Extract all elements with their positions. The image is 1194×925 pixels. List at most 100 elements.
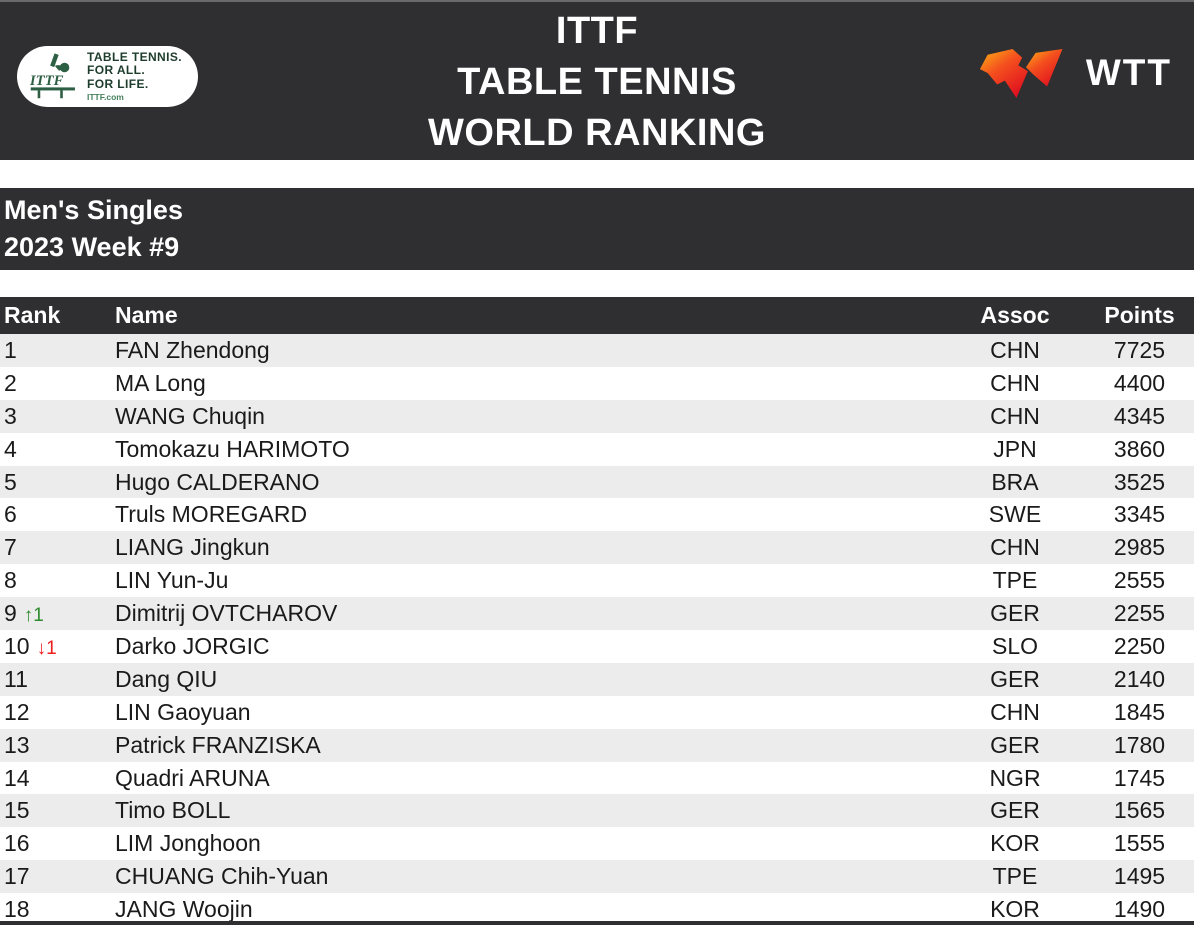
association-code: BRA (991, 468, 1039, 495)
association-code: CHN (990, 369, 1040, 396)
points-value: 1495 (1113, 863, 1166, 890)
table-row: 13 Patrick FRANZISKA GER 1780 (0, 728, 1194, 762)
association-code: GER (990, 600, 1040, 627)
association-code: NGR (989, 764, 1041, 791)
table-header-row: Rank Name Assoc Points (0, 297, 1194, 334)
points-value: 3860 (1113, 435, 1166, 462)
points-value: 1490 (1113, 896, 1166, 923)
association-code: GER (990, 665, 1040, 692)
player-name: Quadri ARUNA (115, 764, 270, 791)
rank-cell: 15 (0, 797, 112, 824)
title-line-2: TABLE TENNIS (457, 61, 737, 103)
points-value: 3525 (1113, 468, 1166, 495)
rank-cell: 2 (0, 370, 112, 397)
rank-change-indicator: ↑1 (23, 605, 44, 627)
player-name: Tomokazu HARIMOTO (115, 435, 350, 462)
ittf-logo: ITTF TABLE TENNIS. FOR ALL. FOR LIFE. IT… (17, 46, 198, 107)
association-code: SWE (988, 501, 1042, 528)
wtt-wordmark: WTT (1085, 52, 1172, 93)
rank-cell: 11 (0, 666, 112, 693)
player-name: Darko JORGIC (115, 632, 270, 659)
association-code: JPN (993, 435, 1037, 462)
player-name: Dimitrij OVTCHAROV (115, 600, 338, 627)
association-code: TPE (992, 567, 1038, 594)
rank-cell: 1 (0, 337, 112, 364)
table-row: 16 LIM Jonghoon KOR 1555 (0, 827, 1194, 861)
player-name: MA Long (115, 369, 206, 396)
points-value: 2985 (1113, 534, 1166, 561)
rank-value: 9 (4, 600, 17, 627)
points-value: 4345 (1113, 402, 1166, 429)
week-label: 2023 Week #9 (4, 232, 180, 262)
table-row: 10 ↓1 Darko JORGIC SLO 2250 (0, 630, 1194, 663)
category-bar: Men's Singles 2023 Week #9 (0, 188, 1194, 270)
rank-cell: 6 (0, 501, 112, 528)
points-value: 1780 (1113, 731, 1166, 758)
rank-cell: 12 (0, 699, 112, 726)
rank-cell: 18 (0, 896, 112, 923)
rank-value: 16 (4, 830, 30, 857)
table-row: 7 LIANG Jingkun CHN 2985 (0, 531, 1194, 565)
table-row: 18 JANG Woojin KOR 1490 (0, 893, 1194, 925)
column-header-points: Points (1104, 302, 1175, 328)
category-title: Men's Singles (4, 195, 183, 225)
association-code: TPE (992, 863, 1038, 890)
table-row: 3 WANG Chuqin CHN 4345 (0, 399, 1194, 433)
player-name: FAN Zhendong (115, 336, 270, 363)
table-body: 1 FAN Zhendong CHN 7725 2 MA Long CHN 44… (0, 334, 1194, 925)
rank-value: 2 (4, 369, 17, 396)
points-value: 7725 (1113, 336, 1166, 363)
points-value: 2250 (1113, 632, 1166, 659)
rank-value: 12 (4, 698, 30, 725)
rank-cell: 17 (0, 863, 112, 890)
ittf-slogan-line: FOR LIFE. (87, 76, 149, 91)
association-code: GER (990, 797, 1040, 824)
rank-cell: 3 (0, 403, 112, 430)
table-row: 12 LIN Gaoyuan CHN 1845 (0, 695, 1194, 729)
rank-value: 6 (4, 501, 17, 528)
table-row: 5 Hugo CALDERANO BRA 3525 (0, 465, 1194, 499)
rank-cell: 16 (0, 830, 112, 857)
rank-cell: 9 ↑1 (0, 600, 112, 627)
points-value: 4400 (1113, 369, 1166, 396)
rank-value: 15 (4, 797, 30, 824)
points-value: 3345 (1113, 501, 1166, 528)
rank-value: 7 (4, 534, 17, 561)
page-title: ITTF TABLE TENNIS WORLD RANKING (0, 6, 1194, 159)
rank-cell: 14 (0, 765, 112, 792)
rank-value: 17 (4, 863, 30, 890)
bottom-divider-bar (0, 921, 1194, 925)
association-code: CHN (990, 698, 1040, 725)
rank-cell: 8 (0, 567, 112, 594)
points-value: 1745 (1113, 764, 1166, 791)
rank-value: 14 (4, 764, 30, 791)
table-row: 17 CHUANG Chih-Yuan TPE 1495 (0, 860, 1194, 894)
player-name: Dang QIU (115, 665, 218, 692)
points-value: 2555 (1113, 567, 1166, 594)
column-header-assoc: Assoc (980, 302, 1050, 328)
svg-text:ITTF: ITTF (29, 72, 64, 88)
ittf-slogan-line: FOR ALL. (87, 63, 146, 78)
points-value: 1555 (1113, 830, 1166, 857)
rank-cell: 13 (0, 732, 112, 759)
table-row: 8 LIN Yun-Ju TPE 2555 (0, 564, 1194, 598)
wtt-mark-icon (979, 49, 1063, 98)
table-row: 6 Truls MOREGARD SWE 3345 (0, 498, 1194, 532)
player-name: Truls MOREGARD (115, 501, 308, 528)
association-code: KOR (990, 830, 1040, 857)
rank-value: 3 (4, 402, 17, 429)
column-header-rank: Rank (4, 302, 61, 328)
table-row: 2 MA Long CHN 4400 (0, 366, 1194, 400)
association-code: GER (990, 731, 1040, 758)
rank-cell: 10 ↓1 (0, 633, 112, 660)
rank-value: 11 (4, 665, 28, 692)
player-name: CHUANG Chih-Yuan (115, 863, 329, 890)
player-name: LIANG Jingkun (115, 534, 270, 561)
rank-value: 10 (4, 632, 30, 659)
player-name: WANG Chuqin (115, 402, 265, 429)
points-value: 2255 (1113, 600, 1166, 627)
rank-change-indicator: ↓1 (36, 637, 57, 659)
rank-value: 8 (4, 567, 17, 594)
player-name: JANG Woojin (115, 896, 253, 923)
